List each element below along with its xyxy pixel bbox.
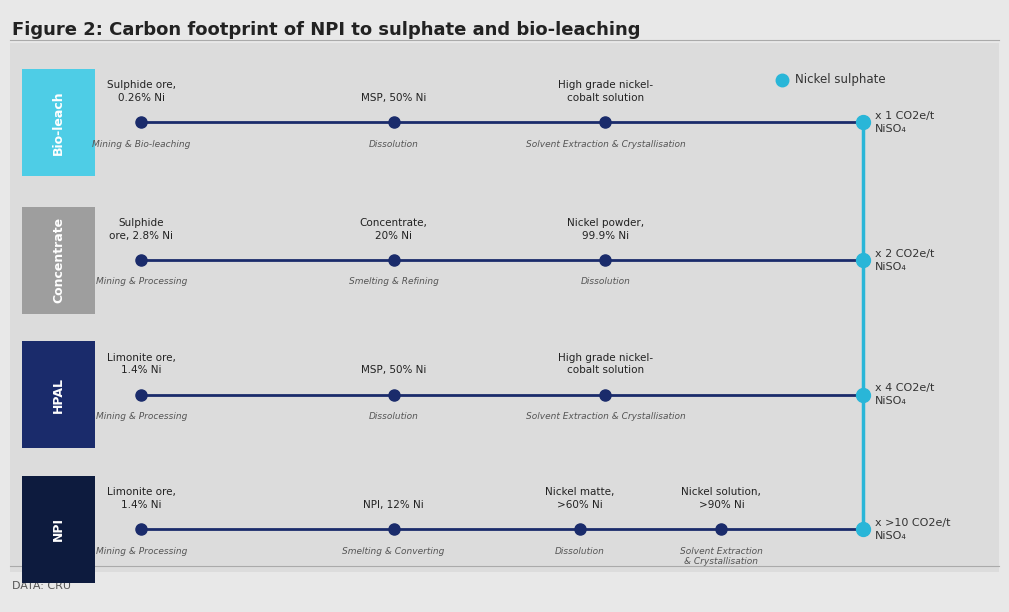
Text: Smelting & Refining: Smelting & Refining [348,277,439,286]
Text: Dissolution: Dissolution [580,277,631,286]
Text: DATA: CRU: DATA: CRU [12,581,71,591]
Text: Figure 2: Carbon footprint of NPI to sulphate and bio-leaching: Figure 2: Carbon footprint of NPI to sul… [12,21,641,39]
Text: MSP, 50% Ni: MSP, 50% Ni [361,365,426,375]
Text: Mining & Processing: Mining & Processing [96,547,187,556]
Text: NPI: NPI [52,517,65,542]
Text: MSP, 50% Ni: MSP, 50% Ni [361,93,426,103]
Text: x 2 CO2e/t
NiSO₄: x 2 CO2e/t NiSO₄ [875,248,934,272]
Bar [22,476,95,583]
Text: Smelting & Converting: Smelting & Converting [342,547,445,556]
Text: Mining & Processing: Mining & Processing [96,412,187,421]
Text: x 1 CO2e/t
NiSO₄: x 1 CO2e/t NiSO₄ [875,111,934,134]
Bar [22,341,95,449]
Text: Mining & Processing: Mining & Processing [96,277,187,286]
Text: Sulphide
ore, 2.8% Ni: Sulphide ore, 2.8% Ni [109,218,174,241]
Text: Limonite ore,
1.4% Ni: Limonite ore, 1.4% Ni [107,487,176,510]
Bar [22,69,95,176]
Text: Solvent Extraction & Crystallisation: Solvent Extraction & Crystallisation [526,140,685,149]
Text: High grade nickel-
cobalt solution: High grade nickel- cobalt solution [558,353,653,375]
Text: Dissolution: Dissolution [368,140,419,149]
Text: Solvent Extraction & Crystallisation: Solvent Extraction & Crystallisation [526,412,685,421]
Text: Bio-leach: Bio-leach [52,90,65,155]
Text: Concentrate,
20% Ni: Concentrate, 20% Ni [359,218,428,241]
Text: Sulphide ore,
0.26% Ni: Sulphide ore, 0.26% Ni [107,80,176,103]
Text: NPI, 12% Ni: NPI, 12% Ni [363,500,424,510]
Bar [22,207,95,314]
Text: Limonite ore,
1.4% Ni: Limonite ore, 1.4% Ni [107,353,176,375]
Text: Dissolution: Dissolution [368,412,419,421]
Text: Nickel solution,
>90% Ni: Nickel solution, >90% Ni [681,487,762,510]
Text: x 4 CO2e/t
NiSO₄: x 4 CO2e/t NiSO₄ [875,383,934,406]
Text: Concentrate: Concentrate [52,217,65,303]
Text: Dissolution: Dissolution [555,547,605,556]
Text: Mining & Bio-leaching: Mining & Bio-leaching [92,140,191,149]
Text: Nickel sulphate: Nickel sulphate [795,73,886,86]
Text: Solvent Extraction
& Crystallisation: Solvent Extraction & Crystallisation [680,547,763,566]
Bar [10,43,999,572]
Text: x >10 CO2e/t
NiSO₄: x >10 CO2e/t NiSO₄ [875,518,950,541]
Text: Nickel matte,
>60% Ni: Nickel matte, >60% Ni [546,487,614,510]
Text: High grade nickel-
cobalt solution: High grade nickel- cobalt solution [558,80,653,103]
Text: Nickel powder,
99.9% Ni: Nickel powder, 99.9% Ni [567,218,644,241]
Text: HPAL: HPAL [52,377,65,412]
